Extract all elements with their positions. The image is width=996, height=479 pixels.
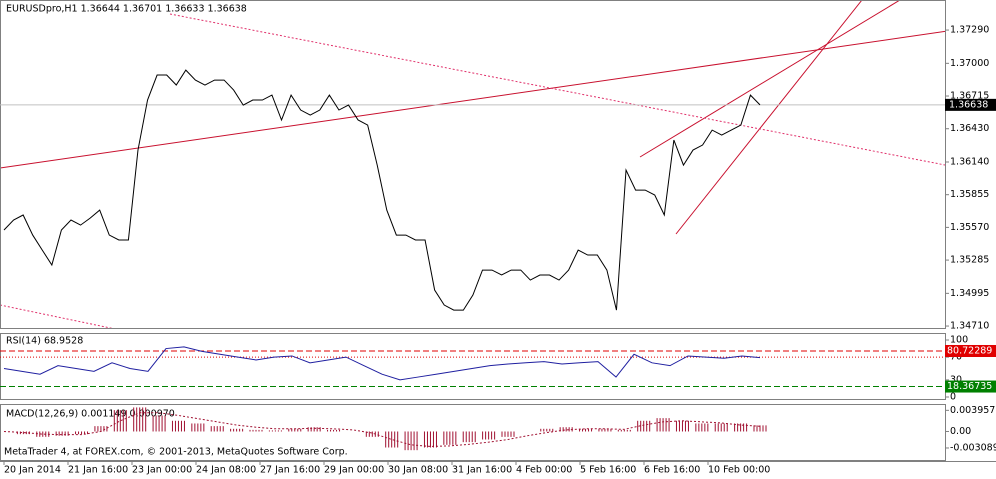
- level-label: 18.36735: [947, 381, 992, 392]
- x-tick-label: 20 Jan 2014: [4, 465, 61, 476]
- y-tick-label: 0.00: [950, 426, 971, 437]
- level-label: 80.72289: [947, 345, 992, 356]
- x-tick-label: 27 Jan 16:00: [260, 465, 320, 476]
- signal-line: [3, 412, 761, 447]
- y-tick-label: 1.37000: [950, 58, 989, 69]
- y-tick-label: 1.36430: [950, 123, 989, 134]
- y-tick-label: 1.37290: [950, 25, 989, 36]
- y-tick-label: 1.34710: [950, 321, 989, 332]
- price-title: EURUSDpro,H1 1.36644 1.36701 1.36633 1.3…: [6, 4, 247, 15]
- trend-line: [0, 30, 945, 169]
- x-tick-label: 4 Feb 00:00: [516, 465, 572, 476]
- x-tick-label: 23 Jan 00:00: [132, 465, 192, 476]
- line: [3, 69, 761, 311]
- trend-line: [0, 304, 113, 328]
- line: [3, 346, 761, 381]
- x-tick-label: 29 Jan 00:00: [324, 465, 384, 476]
- level-box: [945, 344, 996, 357]
- x-tick-label: 6 Feb 16:00: [644, 465, 700, 476]
- y-tick-label: 1.36140: [950, 156, 989, 167]
- rsi-title: RSI(14) 68.9528: [6, 336, 83, 347]
- trend-line: [639, 0, 901, 158]
- current-price-label: 1.36638: [949, 99, 988, 110]
- x-tick-label: 31 Jan 16:00: [452, 465, 512, 476]
- x-tick-label: 5 Feb 16:00: [580, 465, 636, 476]
- y-tick-label: 70: [950, 352, 962, 363]
- level-box: [945, 380, 996, 393]
- panel-frame: [0, 333, 946, 400]
- y-tick-label: 1.36715: [950, 91, 989, 102]
- footer: MetaTrader 4, at FOREX.com, © 2001-2013,…: [4, 447, 348, 458]
- y-tick-label: 0.003957: [950, 405, 995, 416]
- y-tick-label: 100: [950, 335, 968, 346]
- current-price-box: [945, 98, 996, 111]
- y-tick-label: 1.34995: [950, 288, 989, 299]
- x-tick-label: 24 Jan 08:00: [196, 465, 256, 476]
- y-tick-label: 0: [950, 392, 956, 403]
- macd-title: MACD(12,26,9) 0.001149 0.000970: [6, 409, 175, 420]
- panel-frame: [0, 404, 946, 461]
- drawings: [0, 0, 945, 328]
- y-tick-label: 1.35855: [950, 189, 989, 200]
- y-tick-label: 1.35285: [950, 255, 989, 266]
- y-tick-label: 1.35570: [950, 222, 989, 233]
- x-tick-label: 21 Jan 16:00: [68, 465, 128, 476]
- x-tick-label: 10 Feb 00:00: [708, 465, 770, 476]
- panel-frame: [0, 0, 946, 329]
- y-tick-label: 30: [950, 374, 962, 385]
- trend-line: [675, 0, 863, 235]
- trend-line: [169, 13, 945, 166]
- x-tick-label: 30 Jan 08:00: [388, 465, 448, 476]
- y-tick-label: -0.003089: [950, 442, 996, 453]
